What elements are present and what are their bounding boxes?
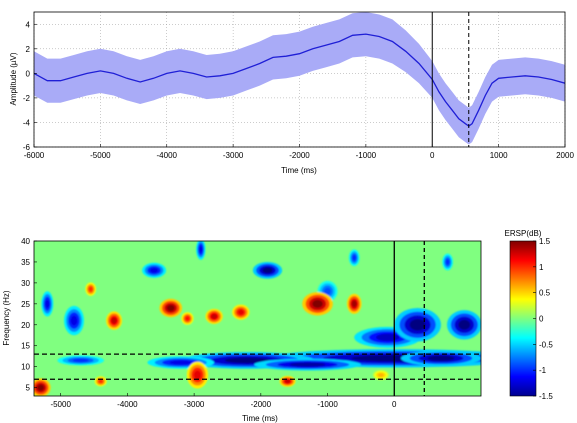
erp-x-tick-label: -1000 <box>356 151 377 160</box>
ersp-x-tick-label: -4000 <box>117 400 138 409</box>
erp-x-tick-label: 0 <box>430 151 435 160</box>
ersp-desync-cluster <box>262 267 273 274</box>
erp-x-tick-label: 2000 <box>556 151 574 160</box>
erp-x-tick-label: 1000 <box>490 151 508 160</box>
ersp-reference-lines <box>34 241 481 396</box>
ersp-sync-cluster <box>166 304 175 312</box>
erp-confidence-band <box>34 12 565 145</box>
erp-y-tick-label: -4 <box>23 118 31 127</box>
ersp-y-tick-label: 20 <box>21 321 30 330</box>
ersp-sync-cluster <box>111 317 117 324</box>
ersp-y-tick-label: 25 <box>21 300 30 309</box>
erp-x-tick-label: -4000 <box>157 151 178 160</box>
erp-mean-line <box>34 33 565 127</box>
ersp-desync-cluster <box>376 333 399 341</box>
erp-y-tick-label: 4 <box>26 20 31 29</box>
ersp-y-tick-label: 10 <box>21 363 30 372</box>
ersp-x-tick-label: 0 <box>392 400 397 409</box>
colorbar-tick-label: -1.5 <box>539 392 553 401</box>
erp-x-tick-label: -3000 <box>223 151 244 160</box>
erp-x-axis-label: Time (ms) <box>281 166 317 175</box>
colorbar-tick-label: 0.5 <box>539 289 551 298</box>
ersp-desync-cluster <box>169 360 193 365</box>
ersp-sync-cluster <box>211 313 218 319</box>
colorbar-tick-label: 1.5 <box>539 237 551 246</box>
ersp-colorbar: ERSP(dB) -1.5 -1 -0.5 0 0.5 1 1.5 <box>505 229 554 401</box>
ersp-desync-cluster <box>199 245 203 253</box>
ersp-sync-cluster <box>284 379 291 384</box>
ersp-sync-cluster <box>193 370 202 380</box>
ersp-desync-cluster <box>445 259 450 265</box>
ersp-desync-cluster <box>72 358 89 363</box>
erp-x-tick-label: -2000 <box>289 151 310 160</box>
erp-x-ticks: -6000 -5000 -4000 -3000 -2000 -1000 0 1000 2000 <box>24 144 574 160</box>
erp-y-axis-label: Amplitude (µV) <box>9 52 18 105</box>
colorbar-tick-label: -0.5 <box>539 340 553 349</box>
erp-y-ticks: -6 -4 -2 0 2 4 <box>23 20 37 152</box>
colorbar-tick-label: -1 <box>539 366 547 375</box>
colorbar-label: ERSP(dB) <box>505 229 542 238</box>
colorbar-tick-label: 0 <box>539 315 544 324</box>
ersp-y-ticks: 5 10 15 20 25 30 35 40 <box>21 237 37 393</box>
ersp-desync-cluster <box>150 267 159 273</box>
ersp-desync-cluster <box>352 254 357 261</box>
ersp-sync-cluster <box>312 299 323 308</box>
ersp-x-axis-label: Time (ms) <box>242 414 278 423</box>
ersp-sync-cluster <box>37 384 45 391</box>
ersp-y-tick-label: 30 <box>21 279 30 288</box>
ersp-sync-cluster <box>351 300 357 308</box>
erp-y-tick-label: 0 <box>26 69 31 78</box>
ersp-x-ticks: -5000 -4000 -3000 -2000 -1000 0 <box>50 393 397 409</box>
erp-event-lines <box>431 12 470 147</box>
ersp-panel: -5000 -4000 -3000 -2000 -1000 0 5101520253035… <box>2 229 553 423</box>
ersp-axes-frame <box>33 240 482 397</box>
erp-y-tick-label: 2 <box>26 45 31 54</box>
erp-x-tick-label: -6000 <box>24 151 45 160</box>
erp-x-tick-label: -5000 <box>90 151 111 160</box>
erp-y-tick-label: -2 <box>23 94 31 103</box>
ersp-y-tick-label: 15 <box>21 342 30 351</box>
ersp-desync-cluster <box>458 319 471 330</box>
colorbar-scale <box>509 240 537 397</box>
erp-y-tick-label: -6 <box>23 143 31 152</box>
ersp-clusters <box>34 241 481 396</box>
ersp-desync-cluster <box>224 357 271 364</box>
ersp-x-tick-label: -3000 <box>184 400 205 409</box>
ersp-sync-cluster <box>88 286 93 292</box>
ersp-desync-cluster <box>409 319 426 331</box>
ersp-sync-cluster <box>237 309 244 315</box>
colorbar-tick-label: 1 <box>539 263 544 272</box>
ersp-x-tick-label: -5000 <box>50 400 71 409</box>
ersp-sync-cluster <box>378 373 384 377</box>
ersp-y-axis-label: Frequency (Hz) <box>2 290 11 345</box>
ersp-y-tick-label: 5 <box>26 384 31 393</box>
colorbar-ticks: -1.5 -1 -0.5 0 0.5 1 1.5 <box>533 237 553 401</box>
ersp-y-tick-label: 40 <box>21 237 30 246</box>
ersp-desync-cluster <box>70 315 78 326</box>
ersp-x-tick-label: -2000 <box>251 400 272 409</box>
ersp-desync-cluster <box>45 299 50 309</box>
ersp-y-tick-label: 35 <box>21 258 30 267</box>
erp-panel: -6000 -5000 -4000 -3000 -2000 -1000 0 1000 2000 … <box>9 11 574 175</box>
ersp-sync-cluster <box>185 316 190 321</box>
ersp-desync-cluster <box>289 362 326 367</box>
ersp-sync-cluster <box>98 379 103 384</box>
ersp-x-tick-label: -1000 <box>317 400 338 409</box>
ersp-desync-cluster <box>324 287 331 295</box>
ersp-desync-cluster <box>427 355 455 361</box>
